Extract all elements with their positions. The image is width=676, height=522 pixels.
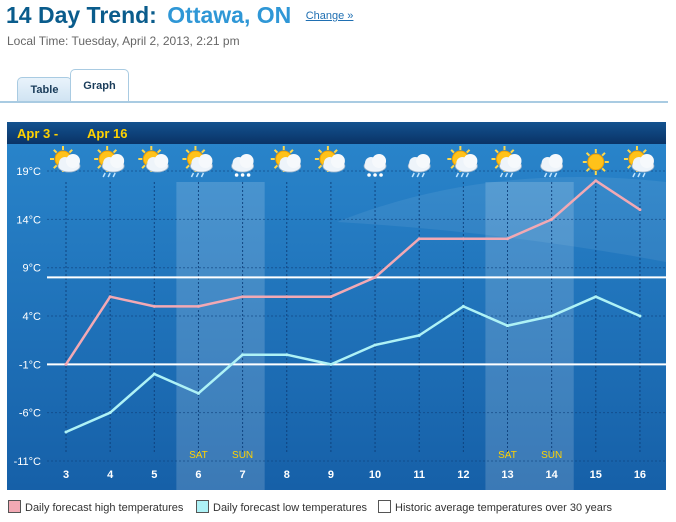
weekend-band (176, 182, 265, 490)
x-tick-label: 9 (328, 469, 334, 481)
y-tick-label: 19°C (16, 166, 41, 178)
weekend-label: SUN (232, 450, 253, 461)
high-temperature-point (64, 362, 68, 366)
legend-historic-swatch (378, 500, 391, 513)
trend-chart-svg: Apr 3 - Apr 16 SAT SUN SAT SUN 19°C 14°C 9°C 4… (7, 122, 666, 490)
low-temperature-point (108, 411, 112, 415)
sun-cloud-rain-icon (491, 146, 522, 178)
high-temperature-point (461, 237, 465, 241)
legend-high-label: Daily forecast high temperatures (25, 502, 184, 514)
x-tick-label: 14 (546, 469, 559, 481)
page-title: 14 Day Trend: (6, 2, 157, 28)
high-temperature-point (550, 217, 554, 221)
low-temperature-point (506, 324, 509, 328)
weekend-label: SAT (189, 450, 208, 461)
range-end-label: Apr 16 (87, 126, 127, 141)
y-tick-label: -6°C (19, 408, 41, 420)
low-temperature-line (65, 295, 641, 434)
chart-header-bar (7, 122, 666, 144)
high-temperature-point (241, 295, 245, 299)
low-temperature-point (550, 314, 554, 318)
change-location-link[interactable]: Change » (305, 10, 354, 22)
sun-cloud-icon (50, 146, 81, 173)
x-tick-label: 11 (413, 469, 425, 481)
y-tick-label: -1°C (19, 359, 41, 371)
high-temperature-line (64, 179, 641, 366)
high-temperature-point (506, 237, 509, 241)
low-temperature-point (241, 353, 245, 357)
legend-historic: Historic average temperatures over 30 ye… (378, 500, 612, 514)
city-name: Ottawa, ON (167, 2, 292, 28)
sun-icon (582, 149, 609, 175)
low-temperature-point (461, 304, 465, 308)
legend-high-swatch (8, 500, 21, 513)
sun-cloud-rain-icon (94, 146, 125, 178)
sun-cloud-rain-icon (182, 146, 213, 178)
x-tick-label: 8 (284, 469, 290, 481)
cloud-rain-icon (540, 154, 564, 178)
weekend-label: SAT (498, 450, 517, 461)
low-temperature-point (417, 333, 421, 337)
cloud-rain-icon (407, 154, 431, 178)
page-header: 14 Day Trend: Ottawa, ON Change » (6, 2, 353, 32)
low-temperature-point (594, 295, 598, 299)
high-temperature-point (152, 304, 156, 308)
low-temperature-point (196, 391, 200, 395)
legend-high: Daily forecast high temperatures (8, 500, 183, 514)
low-temperature-point (373, 343, 377, 347)
low-temperature-point (285, 353, 289, 357)
low-temperature-point (329, 362, 333, 366)
trend-chart: Apr 3 - Apr 16 SAT SUN SAT SUN 19°C 14°C 9°C 4… (7, 122, 666, 490)
chart-legend: Daily forecast high temperatures Daily f… (8, 500, 668, 516)
legend-low-label: Daily forecast low temperatures (213, 502, 368, 514)
x-tick-label: 10 (369, 469, 381, 481)
high-temperature-point (417, 237, 421, 241)
y-tick-label: 4°C (23, 311, 42, 323)
sun-cloud-rain-icon (447, 146, 478, 178)
x-tick-label: 7 (240, 469, 246, 481)
tab-table[interactable]: Table (17, 77, 72, 102)
x-tick-label: 5 (151, 469, 157, 481)
weekend-band (485, 182, 574, 490)
legend-low-swatch (196, 500, 209, 513)
y-tick-label: -11°C (14, 456, 41, 468)
low-temperature-point (152, 372, 156, 376)
cloud-snow-icon (363, 154, 387, 177)
high-temperature-point (373, 275, 377, 279)
x-tick-label: 6 (195, 469, 201, 481)
weekend-label: SUN (541, 450, 562, 461)
sun-cloud-rain-icon (623, 146, 655, 178)
legend-historic-label: Historic average temperatures over 30 ye… (395, 502, 613, 514)
range-start-label: Apr 3 - (17, 126, 58, 141)
tab-graph[interactable]: Graph (70, 69, 129, 102)
y-tick-label: 14°C (16, 214, 41, 226)
tab-divider (0, 101, 668, 103)
high-temperature-point (285, 295, 289, 299)
high-temperature-point (594, 179, 598, 183)
x-tick-label: 12 (457, 469, 469, 481)
sun-cloud-icon (270, 146, 302, 173)
high-temperature-point (196, 304, 200, 308)
sun-cloud-icon (138, 146, 169, 173)
high-temperature-point (638, 208, 642, 212)
x-tick-label: 3 (63, 469, 69, 481)
x-tick-label: 13 (501, 469, 513, 481)
chart-background (7, 122, 666, 490)
x-tick-label: 15 (590, 469, 602, 481)
high-temperature-point (329, 295, 333, 299)
high-temperature-point (108, 295, 112, 299)
low-temperature-point (64, 430, 68, 434)
cloud-snow-icon (231, 154, 255, 177)
low-temperature-point (638, 314, 642, 318)
x-tick-label: 16 (634, 469, 646, 481)
legend-low: Daily forecast low temperatures (196, 500, 367, 514)
sun-cloud-icon (314, 146, 346, 173)
x-tick-label: 4 (107, 469, 114, 481)
y-tick-label: 9°C (23, 263, 42, 275)
local-time: Local Time: Tuesday, April 2, 2013, 2:21… (7, 34, 240, 48)
